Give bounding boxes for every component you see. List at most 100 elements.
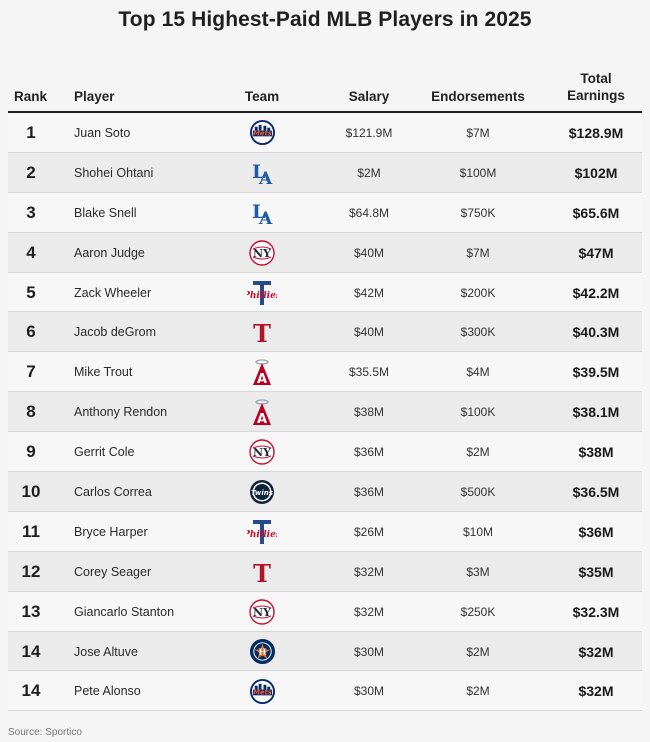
- rank-cell: 8: [26, 402, 36, 422]
- svg-text:NY: NY: [253, 446, 271, 459]
- table-row: 3 Blake Snell L A $64.8M $750K $65.6M: [8, 192, 642, 233]
- player-cell: Shohei Ohtani: [74, 165, 154, 180]
- header-endorsements: Endorsements: [431, 89, 525, 104]
- table-row: 8 Anthony Rendon A $38M $100K $38.1M: [8, 392, 642, 433]
- rank-cell: 4: [26, 242, 36, 262]
- page-title: Top 15 Highest-Paid MLB Players in 2025: [118, 8, 532, 31]
- svg-text:NY: NY: [253, 606, 271, 619]
- salary-cell: $40M: [353, 245, 385, 260]
- total-earnings-cell: $32.3M: [572, 603, 620, 620]
- table-row: 7 Mike Trout A $35.5M $4M $39.5M: [8, 352, 642, 393]
- player-cell: Anthony Rendon: [74, 405, 168, 420]
- total-earnings-cell: $102M: [574, 164, 618, 181]
- header-team: Team: [244, 89, 280, 104]
- table-row: 5 Zack Wheeler Phillies $42M $200K $42.2M: [8, 272, 642, 313]
- table-row: 14 Jose Altuve H $30M $2M $32M: [8, 631, 642, 672]
- endorsements-cell: $10M: [462, 524, 494, 539]
- salary-cell: $38M: [353, 405, 385, 420]
- rangers-logo-icon: T: [232, 312, 292, 352]
- svg-text:NY: NY: [253, 247, 271, 260]
- salary-cell: $30M: [353, 644, 385, 659]
- rank-cell: 2: [26, 162, 36, 182]
- rank-cell: 11: [22, 521, 40, 541]
- total-earnings-cell: $32M: [578, 683, 614, 700]
- endorsements-cell: $2M: [466, 644, 490, 659]
- header-total-line1: Total: [580, 71, 612, 86]
- player-cell: Aaron Judge: [74, 245, 145, 260]
- player-cell: Carlos Correa: [74, 484, 152, 499]
- endorsements-cell: $4M: [466, 365, 490, 380]
- player-cell: Juan Soto: [74, 125, 131, 140]
- endorsements-cell: $2M: [466, 684, 490, 699]
- total-earnings-cell: $128.9M: [568, 124, 624, 141]
- player-cell: Zack Wheeler: [74, 285, 152, 300]
- rank-cell: 1: [26, 122, 36, 142]
- header-rank: Rank: [14, 89, 48, 104]
- table-row: 14 Pete Alonso Mets $30M $2M $32M: [8, 671, 642, 712]
- salary-cell: $35.5M: [348, 365, 390, 380]
- player-cell: Corey Seager: [74, 564, 152, 579]
- table-row: 13 Giancarlo Stanton NY $32M $250K $32.3M: [8, 591, 642, 632]
- rank-cell: 9: [26, 442, 36, 462]
- header-total-earnings: Total Earnings: [548, 70, 644, 104]
- total-earnings-cell: $40.3M: [572, 324, 620, 341]
- endorsements-cell: $250K: [460, 604, 496, 619]
- table-header: Rank Player Team Salary Endorsements Tot…: [0, 66, 650, 110]
- total-earnings-cell: $36.5M: [572, 483, 620, 500]
- total-earnings-cell: $39.5M: [572, 364, 620, 381]
- endorsements-cell: $200K: [460, 285, 496, 300]
- endorsements-cell: $2M: [466, 445, 490, 460]
- player-cell: Bryce Harper: [74, 524, 148, 539]
- table-row: 6 Jacob deGrom T $40M $300K $40.3M: [8, 312, 642, 353]
- yankees-logo-icon: NY: [232, 592, 292, 632]
- svg-text:T: T: [253, 559, 271, 585]
- header-divider: [8, 111, 642, 113]
- table-row: 10 Carlos Correa Twins $36M $500K $36.5M: [8, 472, 642, 512]
- endorsements-cell: $3M: [466, 564, 490, 579]
- total-earnings-cell: $38.1M: [572, 404, 620, 421]
- table-row: 9 Gerrit Cole NY $36M $2M $38M: [8, 432, 642, 473]
- endorsements-cell: $500K: [460, 484, 496, 499]
- player-cell: Jose Altuve: [74, 644, 138, 659]
- rank-cell: 10: [21, 481, 41, 501]
- phillies-logo-icon: Phillies: [232, 273, 292, 313]
- angels-logo-icon: A: [232, 352, 292, 392]
- endorsements-cell: $100M: [459, 165, 497, 180]
- rank-cell: 7: [26, 362, 36, 382]
- total-earnings-cell: $42.2M: [572, 284, 620, 301]
- svg-text:Mets: Mets: [253, 688, 272, 696]
- table-row: 1 Juan Soto Mets $121.9M $7M $128.9M: [8, 113, 642, 153]
- salary-cell: $2M: [357, 165, 381, 180]
- svg-text:Phillies: Phillies: [247, 291, 277, 301]
- endorsements-cell: $100K: [460, 405, 496, 420]
- svg-text:A: A: [257, 412, 267, 426]
- table-body: 1 Juan Soto Mets $121.9M $7M $128.9M 2 Shohei…: [8, 113, 642, 712]
- salary-cell: $121.9M: [345, 125, 393, 140]
- salary-cell: $36M: [353, 484, 385, 499]
- svg-text:Twins: Twins: [251, 489, 273, 497]
- endorsements-cell: $750K: [460, 205, 496, 220]
- mets-logo-icon: Mets: [232, 113, 292, 153]
- rank-cell: 6: [26, 322, 36, 342]
- rank-cell: 5: [26, 282, 36, 302]
- rank-cell: 3: [26, 202, 36, 222]
- rangers-logo-icon: T: [232, 552, 292, 592]
- phillies-logo-icon: Phillies: [232, 512, 292, 552]
- twins-logo-icon: Twins: [232, 472, 292, 512]
- svg-text:A: A: [257, 372, 267, 386]
- player-cell: Giancarlo Stanton: [74, 604, 175, 619]
- salary-cell: $26M: [353, 524, 385, 539]
- player-cell: Mike Trout: [74, 365, 133, 380]
- source-note: Source: Sportico: [8, 727, 82, 738]
- dodgers-logo-icon: L A: [232, 193, 292, 233]
- salary-cell: $30M: [353, 684, 385, 699]
- total-earnings-cell: $32M: [578, 643, 614, 660]
- header-player: Player: [74, 89, 115, 104]
- salary-cell: $64.8M: [348, 205, 390, 220]
- salary-cell: $32M: [353, 564, 385, 579]
- astros-logo-icon: H: [232, 632, 292, 672]
- header-salary: Salary: [348, 89, 390, 104]
- table-row: 12 Corey Seager T $32M $3M $35M: [8, 551, 642, 592]
- salary-cell: $40M: [353, 325, 385, 340]
- angels-logo-icon: A: [232, 392, 292, 432]
